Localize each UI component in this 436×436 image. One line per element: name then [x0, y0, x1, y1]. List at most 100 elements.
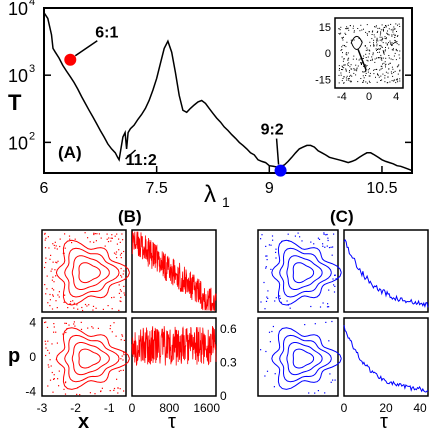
phase-point	[294, 235, 296, 237]
inset-point	[366, 33, 368, 35]
phase-point	[334, 379, 336, 381]
inset-point	[375, 25, 377, 27]
inset-point	[372, 54, 374, 56]
phase-point	[53, 244, 55, 246]
inset-point	[341, 46, 343, 48]
phase-point	[122, 369, 124, 371]
phase-point	[50, 270, 52, 272]
phase-point	[56, 307, 58, 309]
phase-point	[322, 302, 324, 304]
inset-point	[367, 49, 369, 51]
phase-point	[74, 325, 76, 327]
inset-point	[366, 82, 368, 84]
inset-point	[342, 78, 344, 79]
inset-point	[384, 37, 386, 39]
phase-point	[123, 352, 125, 354]
inset-arrow	[357, 49, 367, 71]
inset-point	[380, 65, 382, 67]
phase-point	[326, 233, 328, 236]
inset-point	[361, 29, 363, 31]
inset-point	[391, 80, 393, 82]
inset-point	[380, 68, 382, 70]
phase-point	[274, 373, 276, 375]
marker-arrow	[275, 138, 280, 165]
phase-point	[333, 233, 335, 235]
phase-point	[55, 275, 57, 277]
inset-point	[383, 52, 385, 54]
panel-a-line	[43, 12, 413, 172]
inset-point	[365, 57, 367, 58]
inset-point	[339, 29, 341, 31]
phase-point	[53, 289, 55, 291]
phase-point	[304, 324, 306, 326]
inset-point	[351, 68, 353, 70]
phase-point	[53, 323, 55, 325]
phase-point	[47, 302, 49, 304]
phase-point	[53, 378, 55, 380]
phase-point	[66, 328, 68, 330]
inset-point	[376, 37, 378, 39]
phase-point	[107, 305, 109, 307]
inset-point	[371, 58, 373, 60]
phase-point	[84, 232, 86, 234]
inset-point	[365, 72, 367, 74]
phase-point	[260, 349, 262, 351]
phase-point	[58, 370, 60, 372]
phase-point	[317, 237, 319, 239]
phase-point	[272, 325, 274, 328]
inset-point	[345, 53, 347, 55]
phase-point	[273, 386, 275, 388]
phase-point	[49, 305, 51, 307]
phase-point	[91, 326, 93, 328]
phase-point	[44, 247, 47, 249]
inset-point	[341, 49, 343, 50]
inset-point	[346, 41, 348, 43]
inset-point	[393, 33, 395, 35]
inset-point	[382, 73, 384, 75]
phase-point	[89, 241, 91, 243]
c-time-bottom-line	[343, 325, 429, 393]
inset-point	[386, 82, 388, 84]
inset-point	[378, 48, 380, 50]
inset-point	[356, 70, 358, 72]
inset-point	[377, 48, 379, 50]
inset-point	[346, 28, 348, 30]
inset-point	[355, 64, 357, 66]
phase-point	[55, 261, 57, 263]
phase-point	[92, 309, 94, 311]
inset-point	[347, 78, 349, 80]
inset-point	[338, 33, 340, 34]
marker-label: 6:1	[95, 25, 118, 42]
phase-point	[48, 352, 50, 354]
inset-point	[384, 64, 386, 66]
phase-point	[49, 379, 52, 381]
inset-point	[376, 38, 378, 40]
inset-point	[374, 26, 375, 28]
inset-point	[339, 68, 340, 69]
inset-point	[370, 45, 371, 47]
inset-point	[388, 28, 390, 30]
inset-point	[376, 43, 378, 45]
inset-point	[391, 35, 393, 37]
inset-point	[367, 56, 369, 58]
phase-point	[324, 246, 326, 248]
phase-point	[62, 252, 64, 254]
y-tick-label: 10	[8, 0, 28, 19]
y-tick-label: 10	[8, 133, 28, 153]
inset-point	[349, 66, 351, 68]
inset-point	[360, 24, 362, 26]
phase-point	[265, 266, 267, 268]
inset-point	[367, 60, 369, 62]
phase-point	[287, 233, 289, 235]
phase-point	[333, 291, 336, 293]
phase-point	[335, 278, 337, 280]
inset-point	[366, 47, 368, 49]
inset-point	[338, 69, 340, 71]
inset-point	[347, 59, 349, 61]
phase-point	[120, 290, 122, 292]
inset-point	[384, 36, 386, 38]
